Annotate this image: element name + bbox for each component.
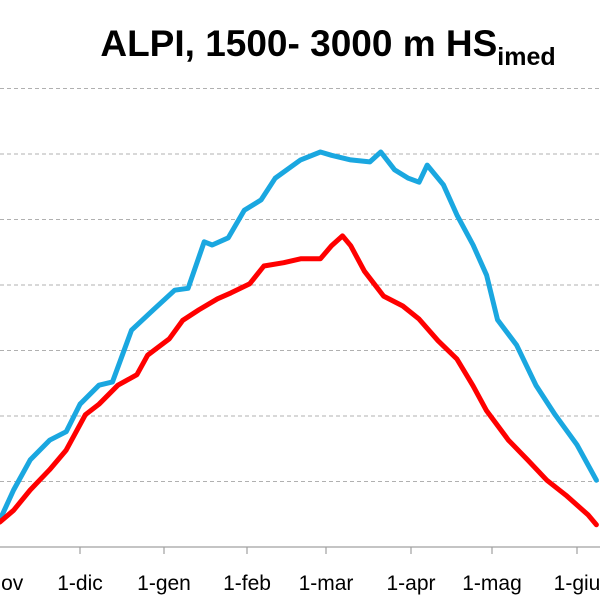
x-tick-label: 1-giu [554,572,600,595]
x-tick-label: 1-dic [57,572,103,595]
chart-title: ALPI, 1500- 3000 m HSimed [100,23,555,71]
x-tick-label: 1-feb [223,572,271,595]
x-tick-label: 1-nov [0,572,24,595]
series-line-0 [0,149,599,523]
x-tick-label: 1-mag [462,572,522,595]
chart-title-main: ALPI, 1500- 3000 m HS [100,23,497,64]
series-line-1 [0,233,599,528]
x-tick-label: 1-apr [386,572,435,595]
x-tick-label: 1-mar [299,572,354,595]
x-tick-label: 1-gen [137,572,191,595]
chart-title-subscript: imed [497,43,555,71]
